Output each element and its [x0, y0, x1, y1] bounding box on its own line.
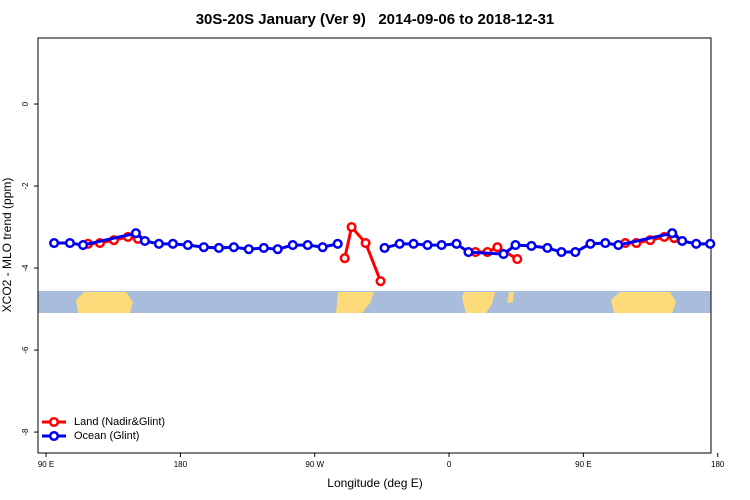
legend-marker: [48, 430, 60, 442]
y-tick-label: 0: [21, 101, 30, 106]
data-point: [130, 228, 141, 239]
data-point: [258, 242, 269, 254]
data-point: [451, 238, 462, 249]
data-point: [613, 240, 624, 251]
data-point: [510, 240, 521, 251]
data-point: [198, 242, 209, 253]
ocean-strip: [38, 291, 711, 313]
land-africa: [462, 292, 495, 313]
x-tick-label: 90 E: [575, 460, 591, 469]
x-tick-label: 90 W: [305, 460, 324, 469]
map-strip: [38, 291, 711, 313]
data-point: [526, 240, 537, 251]
x-tick-label: 0: [447, 460, 452, 469]
data-point: [379, 242, 390, 254]
plot-frame: [37, 37, 712, 454]
data-point: [287, 240, 298, 251]
land-madagascar: [507, 292, 514, 303]
data-point: [360, 237, 371, 249]
data-point: [272, 244, 283, 255]
data-point: [153, 238, 164, 249]
data-point: [463, 247, 474, 258]
data-point: [375, 276, 386, 287]
data-point: [139, 235, 150, 247]
land-australia: [611, 292, 676, 313]
legend-marker: [48, 416, 60, 428]
y-axis-label: XCO2 - MLO trend (ppm): [0, 178, 14, 313]
y-tick-label: -6: [21, 346, 30, 354]
data-point: [317, 242, 328, 253]
x-tick-label: 180: [711, 460, 725, 469]
data-point: [498, 249, 509, 260]
data-point: [339, 253, 350, 264]
data-point: [512, 253, 523, 265]
data-point: [677, 235, 688, 247]
x-tick-label: 180: [174, 460, 188, 469]
data-point: [585, 238, 596, 249]
data-point: [64, 237, 75, 249]
data-point: [167, 238, 178, 249]
legend-label: Land (Nadir&Glint): [74, 416, 165, 428]
y-tick-label: -4: [21, 264, 30, 272]
data-point: [436, 240, 447, 251]
legend-label: Ocean (Glint): [74, 430, 139, 442]
x-tick-label: 90 E: [38, 460, 54, 469]
x-axis-label: Longitude (deg E): [327, 476, 422, 490]
data-point: [600, 237, 611, 249]
data-point: [49, 237, 60, 249]
chart-title: 30S-20S January (Ver 9) 2014-09-06 to 20…: [196, 11, 555, 28]
data-point: [492, 242, 503, 253]
data-point: [213, 242, 224, 254]
data-point: [332, 238, 343, 249]
data-point: [570, 247, 581, 258]
data-point: [667, 228, 678, 239]
y-tick-label: -8: [21, 428, 30, 436]
land-australia: [76, 292, 133, 313]
data-point: [394, 238, 405, 249]
data-point: [346, 221, 357, 233]
series-line: [87, 223, 675, 282]
land-south-america: [336, 292, 374, 313]
data-point: [182, 240, 193, 251]
data-point: [691, 238, 702, 249]
data-point: [705, 238, 716, 249]
data-point: [243, 244, 254, 255]
data-point: [556, 247, 567, 258]
data-point: [78, 240, 89, 251]
data-point: [408, 238, 419, 249]
y-tick-label: -2: [21, 182, 30, 190]
data-point: [302, 240, 313, 251]
data-point: [228, 242, 239, 253]
data-point: [542, 242, 553, 254]
data-point: [422, 240, 433, 251]
